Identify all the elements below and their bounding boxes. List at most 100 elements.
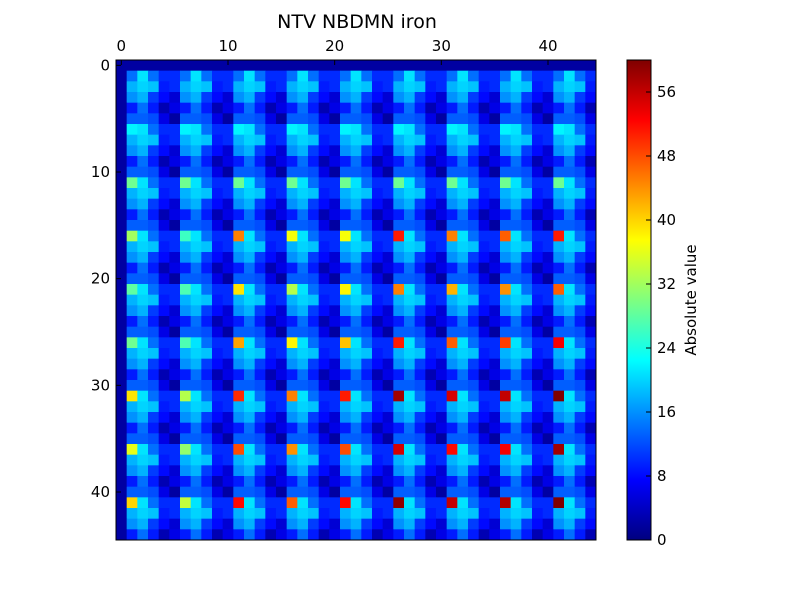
heatmap-cell [148, 92, 160, 104]
heatmap-cell [180, 444, 192, 456]
heatmap-cell [169, 529, 181, 541]
heatmap-cell [446, 70, 458, 82]
heatmap-cell [180, 262, 192, 274]
heatmap-cell [254, 294, 266, 306]
heatmap-cell [457, 102, 469, 114]
heatmap-cell [137, 305, 149, 317]
heatmap-cell [404, 401, 416, 413]
heatmap-cell [222, 380, 234, 392]
heatmap-cell [286, 518, 298, 530]
heatmap-cell [148, 508, 160, 520]
heatmap-cell [318, 124, 330, 136]
heatmap-cell [137, 198, 149, 210]
heatmap-cell [265, 156, 277, 168]
heatmap-cell [148, 380, 160, 392]
heatmap-cell [169, 497, 181, 509]
heatmap-cell [457, 273, 469, 285]
heatmap-cell [265, 145, 277, 157]
heatmap-cell [350, 113, 362, 125]
heatmap-cell [212, 326, 224, 338]
heatmap-cell [329, 518, 341, 530]
heatmap-cell [393, 508, 405, 520]
heatmap-cell [478, 401, 490, 413]
heatmap-cell [190, 70, 202, 82]
heatmap-cell [350, 529, 362, 541]
heatmap-cell [329, 60, 341, 72]
heatmap-cell [553, 337, 565, 349]
heatmap-cell [126, 305, 138, 317]
heatmap-cell [457, 433, 469, 445]
heatmap-cell [148, 454, 160, 466]
heatmap-cell [489, 358, 501, 370]
heatmap-cell [414, 284, 426, 296]
heatmap-cell [350, 230, 362, 242]
heatmap-cell [265, 113, 277, 125]
heatmap-cell [404, 230, 416, 242]
heatmap-cell [233, 326, 245, 338]
x-tick-label: 0 [117, 37, 127, 55]
heatmap-cell [436, 113, 448, 125]
heatmap-cell [457, 188, 469, 200]
heatmap-cell [425, 220, 437, 232]
heatmap-cell [436, 518, 448, 530]
heatmap-cell [329, 252, 341, 264]
heatmap-cell [286, 166, 298, 178]
heatmap-cell [212, 444, 224, 456]
heatmap-cell [318, 390, 330, 402]
heatmap-cell [478, 518, 490, 530]
heatmap-cell [308, 198, 320, 210]
heatmap-cell [158, 358, 170, 370]
heatmap-cell [276, 422, 288, 434]
heatmap-cell [297, 454, 309, 466]
heatmap-cell [276, 508, 288, 520]
heatmap-cell [436, 284, 448, 296]
heatmap-cell [233, 497, 245, 509]
heatmap-cell [286, 230, 298, 242]
heatmap-cell [340, 252, 352, 264]
heatmap-cell [137, 518, 149, 530]
heatmap-cell [265, 102, 277, 114]
heatmap-cell [404, 102, 416, 114]
heatmap-cell [404, 316, 416, 328]
heatmap-cell [329, 92, 341, 104]
heatmap-cell [446, 294, 458, 306]
heatmap-cell [158, 305, 170, 317]
heatmap-cell [521, 444, 533, 456]
heatmap-cell [350, 337, 362, 349]
heatmap-cell [308, 177, 320, 189]
heatmap-cell [254, 166, 266, 178]
heatmap-cell [542, 262, 554, 274]
heatmap-cell [585, 337, 597, 349]
heatmap-cell [329, 316, 341, 328]
heatmap-cell [233, 166, 245, 178]
heatmap-cell [350, 401, 362, 413]
heatmap-cell [350, 390, 362, 402]
heatmap-cell [286, 348, 298, 360]
heatmap-cell [361, 156, 373, 168]
heatmap-cell [169, 422, 181, 434]
heatmap-cell [137, 529, 149, 541]
colorbar-tick-label: 40 [657, 211, 676, 229]
heatmap-cell [169, 358, 181, 370]
heatmap-cell [244, 92, 256, 104]
heatmap-cell [276, 102, 288, 114]
heatmap-cell [425, 60, 437, 72]
heatmap-cell [361, 390, 373, 402]
heatmap-cell [489, 390, 501, 402]
heatmap-cell [180, 124, 192, 136]
heatmap-cell [308, 92, 320, 104]
heatmap-cell [148, 316, 160, 328]
heatmap-cell [510, 70, 522, 82]
heatmap-cell [190, 166, 202, 178]
heatmap-cell [190, 294, 202, 306]
heatmap-cell [276, 380, 288, 392]
heatmap-cell [393, 486, 405, 498]
heatmap-cell [254, 230, 266, 242]
heatmap-cell [404, 486, 416, 498]
heatmap-cell [489, 230, 501, 242]
heatmap-cell [361, 529, 373, 541]
heatmap-cell [212, 92, 224, 104]
heatmap-cell [169, 241, 181, 253]
heatmap-cell [148, 177, 160, 189]
heatmap-cell [276, 294, 288, 306]
